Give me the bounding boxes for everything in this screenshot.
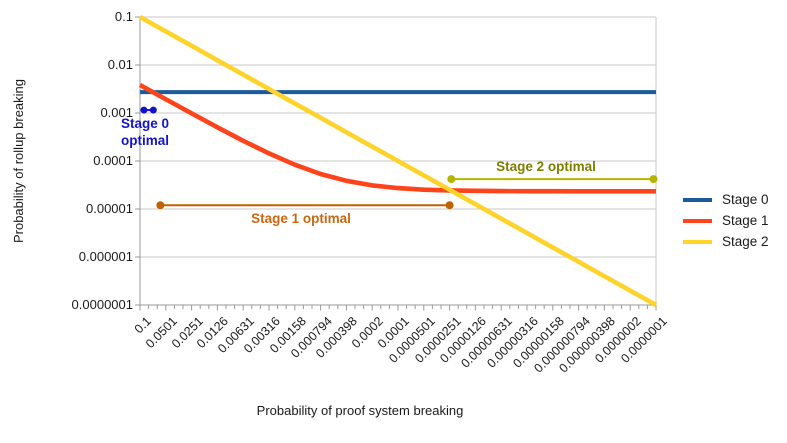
series-line-stage-2 xyxy=(138,14,658,308)
stage-2-optimal-endpoint-dot xyxy=(649,175,658,184)
annotation-stage-2-optimal: Stage 2 optimal xyxy=(496,159,596,174)
y-tick-label: 0.00001 xyxy=(86,201,133,216)
stage-0-optimal-endpoint-dot xyxy=(140,106,148,114)
stage-1-optimal-endpoint-dot xyxy=(156,201,165,210)
legend-item-stage-1: Stage 1 xyxy=(683,210,769,231)
series-line-stage-1 xyxy=(138,82,656,194)
stage-0-line-swatch xyxy=(683,197,712,202)
y-tick-label: 0.0001 xyxy=(93,153,133,168)
stage-0-optimal-endpoint-dot xyxy=(149,106,157,114)
legend-item-stage-0: Stage 0 xyxy=(683,189,769,210)
stage-2-line-swatch xyxy=(683,239,712,244)
legend-label-stage-0: Stage 0 xyxy=(722,192,769,207)
stage-2-optimal-endpoint-dot xyxy=(447,175,456,184)
stage-1-line-swatch xyxy=(683,218,712,223)
stage-1-optimal-endpoint-dot xyxy=(445,201,454,210)
annotation-stage-1-optimal: Stage 1 optimal xyxy=(251,211,351,226)
y-tick-label: 0.1 xyxy=(114,9,133,24)
legend-label-stage-1: Stage 1 xyxy=(722,213,769,228)
y-tick-label: 0.001 xyxy=(100,105,133,120)
annotation-stage-0-optimal: Stage 0 optimal xyxy=(121,116,170,148)
legend: Stage 0 Stage 1 Stage 2 xyxy=(683,189,769,252)
y-tick-label: 0.000001 xyxy=(78,249,133,264)
x-axis-title: Probability of proof system breaking xyxy=(256,403,464,418)
y-tick-label: 0.0000001 xyxy=(71,297,133,312)
y-tick-label: 0.01 xyxy=(107,57,133,72)
legend-item-stage-2: Stage 2 xyxy=(683,231,769,252)
legend-label-stage-2: Stage 2 xyxy=(722,234,769,249)
